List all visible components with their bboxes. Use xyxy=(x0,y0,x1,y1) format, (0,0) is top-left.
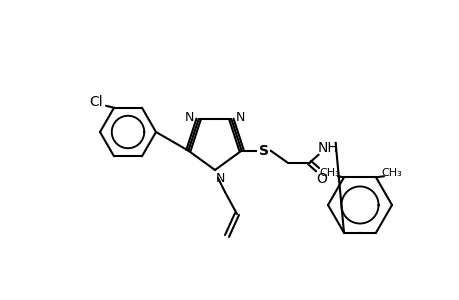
Text: Cl: Cl xyxy=(89,95,103,109)
Text: N: N xyxy=(185,111,194,124)
Text: CH₃: CH₃ xyxy=(381,168,402,178)
Text: O: O xyxy=(315,172,326,186)
Text: CH₃: CH₃ xyxy=(319,168,340,178)
Text: S: S xyxy=(258,144,268,158)
Text: N: N xyxy=(215,172,224,185)
Text: NH: NH xyxy=(317,141,337,155)
Text: N: N xyxy=(235,111,245,124)
